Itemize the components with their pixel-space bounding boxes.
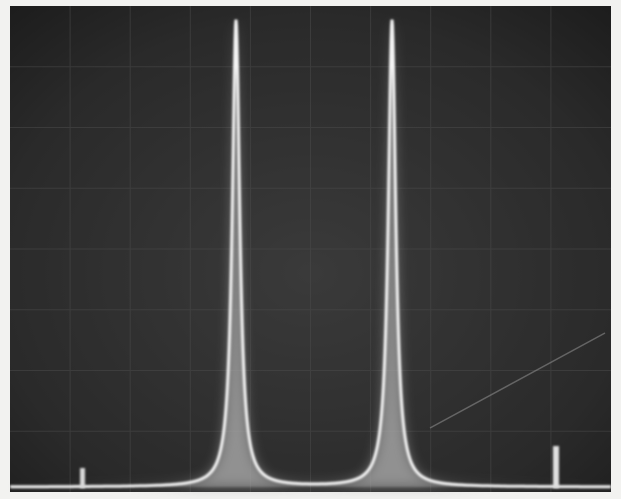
marker-spike bbox=[80, 468, 85, 488]
graticule bbox=[10, 6, 611, 492]
trace-artifact bbox=[429, 332, 606, 429]
trace-line bbox=[9, 19, 611, 489]
marker-spike bbox=[553, 446, 559, 488]
trace bbox=[9, 19, 611, 489]
